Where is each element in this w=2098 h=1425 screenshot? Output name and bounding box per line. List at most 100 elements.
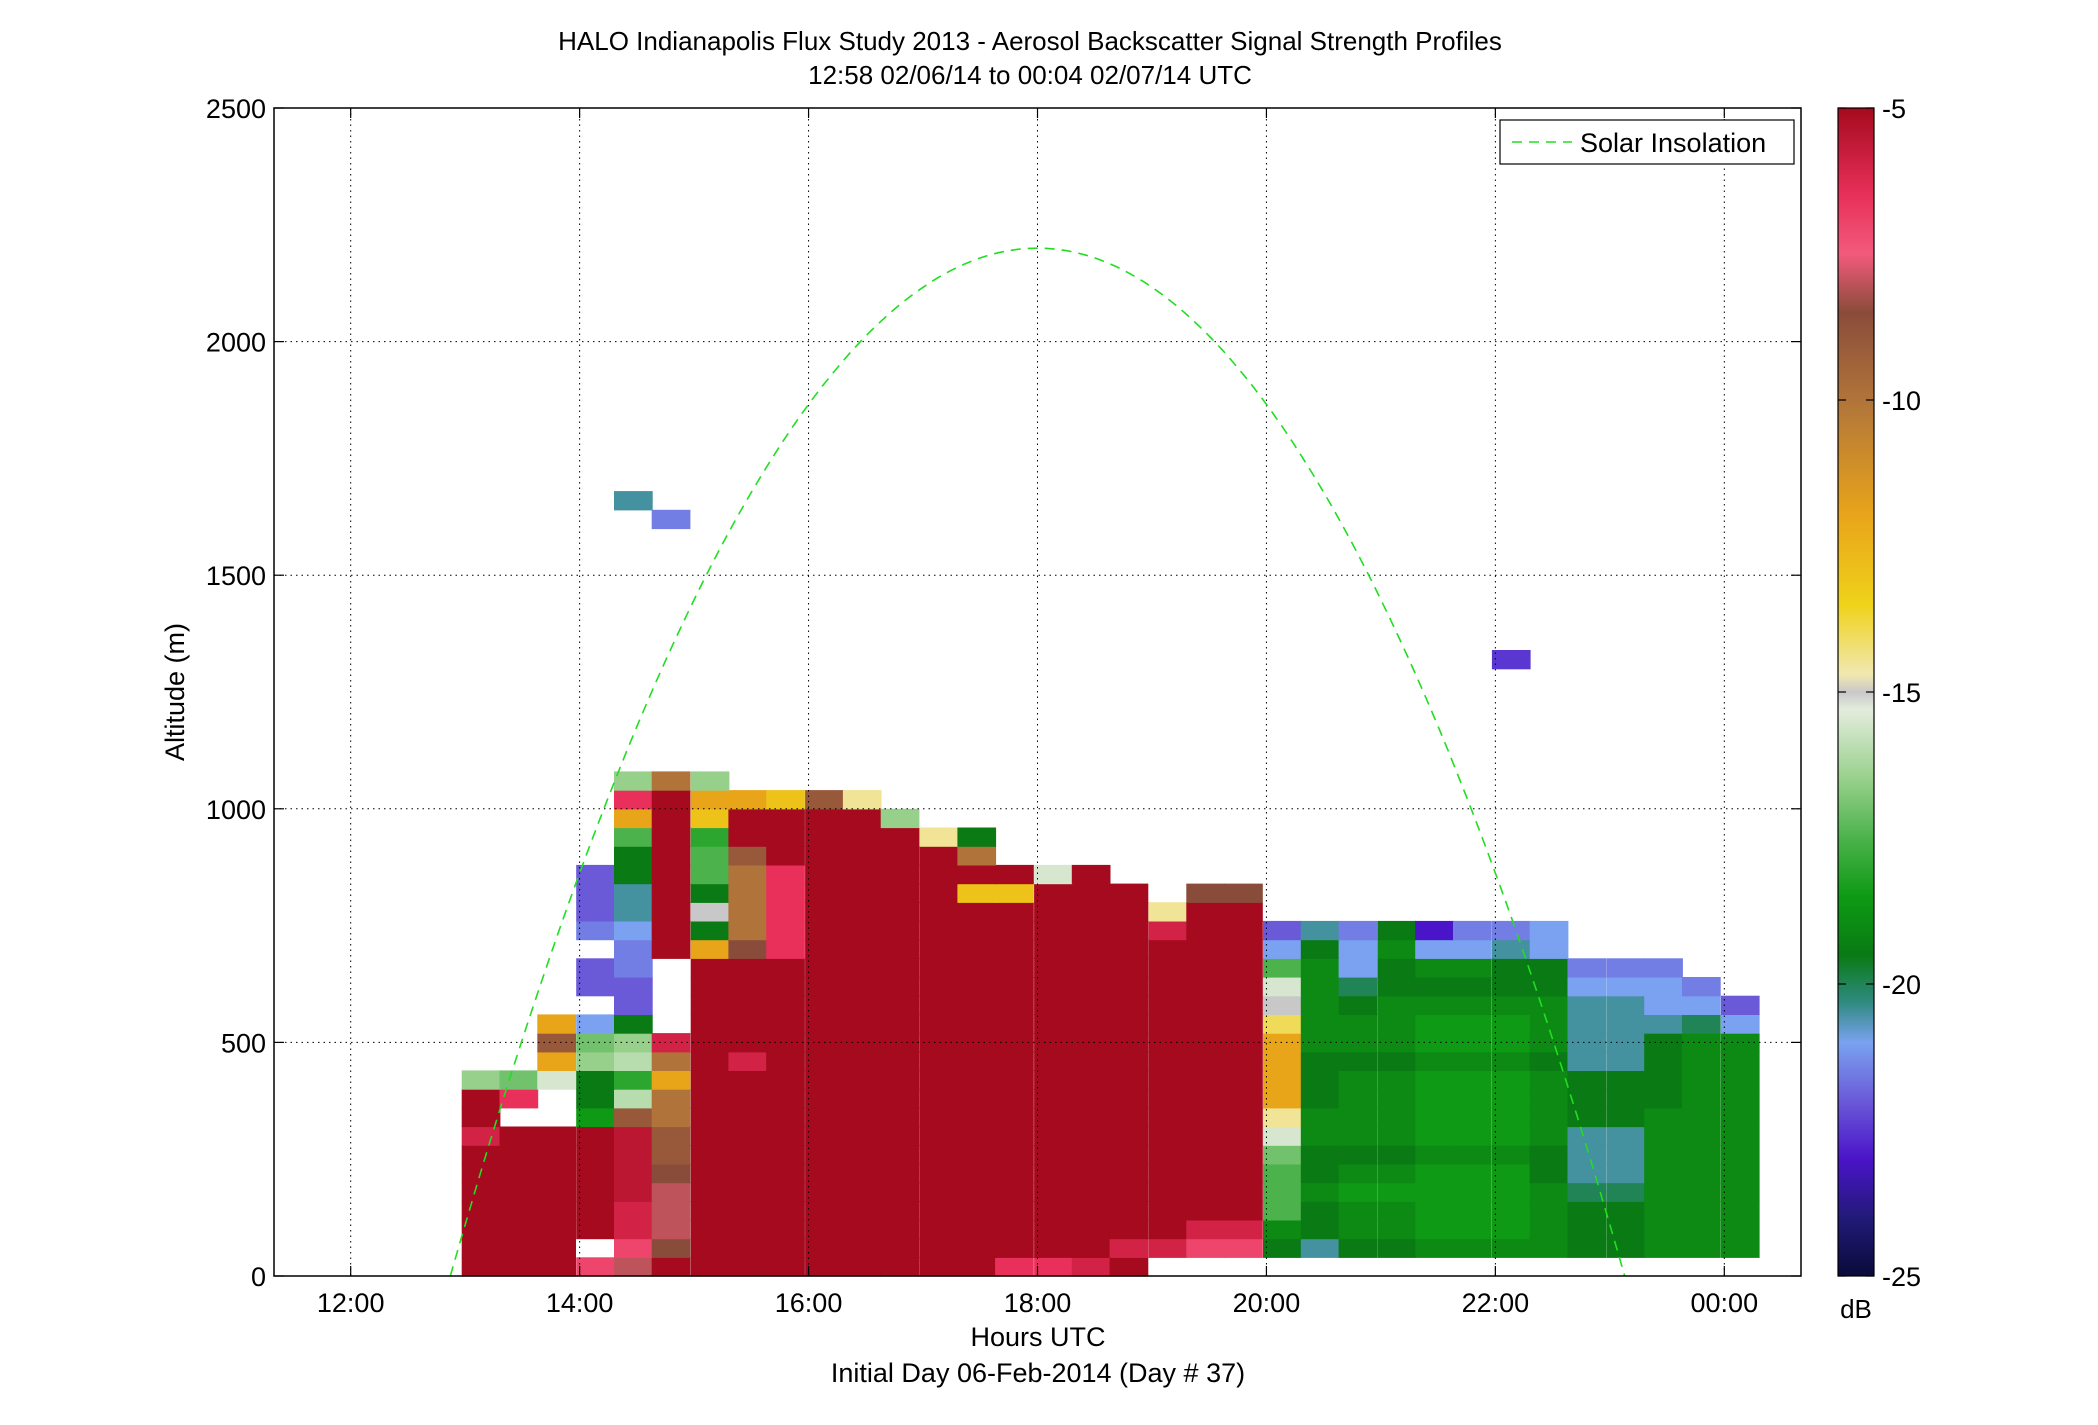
heatmap-cell (1453, 1182, 1492, 1202)
heatmap-cell (766, 1126, 805, 1146)
heatmap-cell (1109, 920, 1149, 941)
heatmap-cell (1720, 1126, 1760, 1146)
legend: Solar Insolation (1499, 119, 1795, 165)
heatmap-cell (1415, 958, 1454, 978)
heatmap-cell (690, 995, 730, 1015)
heatmap-cell (614, 1014, 653, 1034)
heatmap-cell (1109, 1033, 1149, 1053)
heatmap-cell (995, 1238, 1034, 1258)
heatmap-cell (919, 827, 959, 847)
heatmap-cell (1453, 977, 1492, 997)
heatmap-cell (957, 920, 997, 941)
heatmap-cell (1263, 1238, 1302, 1258)
heatmap-cell (614, 864, 653, 885)
heatmap-cell (1529, 1182, 1569, 1202)
heatmap-cell (1682, 1051, 1721, 1071)
heatmap-cell (690, 827, 730, 847)
heatmap-cell (728, 846, 768, 866)
heatmap-cell (1071, 1145, 1111, 1165)
heatmap-cell (919, 1163, 959, 1184)
heatmap-cell (1071, 1182, 1111, 1202)
x-tick-label: 14:00 (546, 1288, 614, 1318)
heatmap-cell (690, 958, 730, 978)
heatmap-cell (651, 1182, 691, 1202)
heatmap-cell (690, 1182, 730, 1202)
heatmap-cell (766, 1201, 805, 1221)
heatmap-cell (995, 1257, 1034, 1277)
heatmap-cell (1300, 939, 1340, 959)
heatmap-cell (1109, 1070, 1149, 1090)
heatmap-cell (1606, 958, 1646, 978)
heatmap-cell (690, 1145, 730, 1165)
heatmap-cell (919, 846, 959, 866)
heatmap-cell (1377, 1201, 1417, 1221)
heatmap-cell (1338, 1238, 1378, 1258)
heatmap-cell (1186, 1163, 1225, 1184)
heatmap-cell (690, 977, 730, 997)
colorbar-tick-label: -15 (1882, 678, 1921, 708)
heatmap-cell (651, 1107, 691, 1128)
heatmap-cell (766, 790, 805, 810)
heatmap-cell (690, 864, 730, 885)
heatmap-cell (919, 1257, 959, 1277)
heatmap-cell (1567, 1182, 1607, 1202)
heatmap-cell (1186, 1126, 1225, 1146)
heatmap-cell (1148, 1219, 1188, 1240)
heatmap-cell (919, 883, 959, 903)
heatmap-cell (1300, 1163, 1340, 1184)
heatmap-cell (1720, 1145, 1760, 1165)
heatmap-cell (1606, 1033, 1646, 1053)
heatmap-cell (1338, 1201, 1378, 1221)
heatmap-cell (1338, 1126, 1378, 1146)
heatmap-cell (805, 1014, 844, 1034)
heatmap-cell (805, 1145, 844, 1165)
heatmap-cell (1415, 1014, 1454, 1034)
heatmap-cell (1034, 939, 1073, 959)
heatmap-cell (461, 1257, 501, 1277)
heatmap-cell (842, 902, 882, 922)
heatmap-cell (1606, 995, 1646, 1015)
heatmap-cell (614, 1257, 653, 1277)
heatmap-cell (957, 1107, 997, 1128)
heatmap-cell (690, 1070, 730, 1090)
heatmap-cells (461, 491, 1760, 1277)
heatmap-cell (1148, 977, 1188, 997)
heatmap-cell (1338, 939, 1378, 959)
heatmap-cell (651, 1070, 691, 1090)
heatmap-cell (1644, 958, 1683, 978)
heatmap-cell (1034, 1070, 1073, 1090)
heatmap-cell (1109, 958, 1149, 978)
heatmap-cell (537, 1070, 576, 1090)
heatmap-cell (690, 1201, 730, 1221)
heatmap-cell (1186, 939, 1225, 959)
heatmap-cell (576, 864, 615, 885)
heatmap-cell (842, 1145, 882, 1165)
heatmap-cell (1300, 958, 1340, 978)
heatmap-cell (1529, 1126, 1569, 1146)
heatmap-cell (499, 1219, 539, 1240)
heatmap-cell (1606, 1107, 1646, 1128)
heatmap-cell (1263, 977, 1302, 997)
heatmap-cell (766, 1238, 805, 1258)
heatmap-cell (842, 958, 882, 978)
heatmap-cell (614, 1089, 653, 1109)
heatmap-cell (805, 902, 844, 922)
heatmap-cell (1263, 1051, 1302, 1071)
heatmap-cell (1071, 939, 1111, 959)
heatmap-cell (1338, 1014, 1378, 1034)
heatmap-cell (1529, 920, 1569, 941)
heatmap-cell (1338, 1051, 1378, 1071)
heatmap-cell (1491, 1014, 1531, 1034)
heatmap-cell (1300, 977, 1340, 997)
heatmap-cell (690, 1219, 730, 1240)
heatmap-cell (1529, 1163, 1569, 1184)
heatmap-cell (919, 1070, 959, 1090)
heatmap-cell (919, 1182, 959, 1202)
heatmap-cell (1148, 1238, 1188, 1258)
heatmap-cell (1071, 920, 1111, 941)
heatmap-cell (919, 1089, 959, 1109)
heatmap-cell (1720, 1182, 1760, 1202)
heatmap-cell (1224, 939, 1263, 959)
heatmap-cell (1186, 902, 1225, 922)
heatmap-cell (1034, 1014, 1073, 1034)
